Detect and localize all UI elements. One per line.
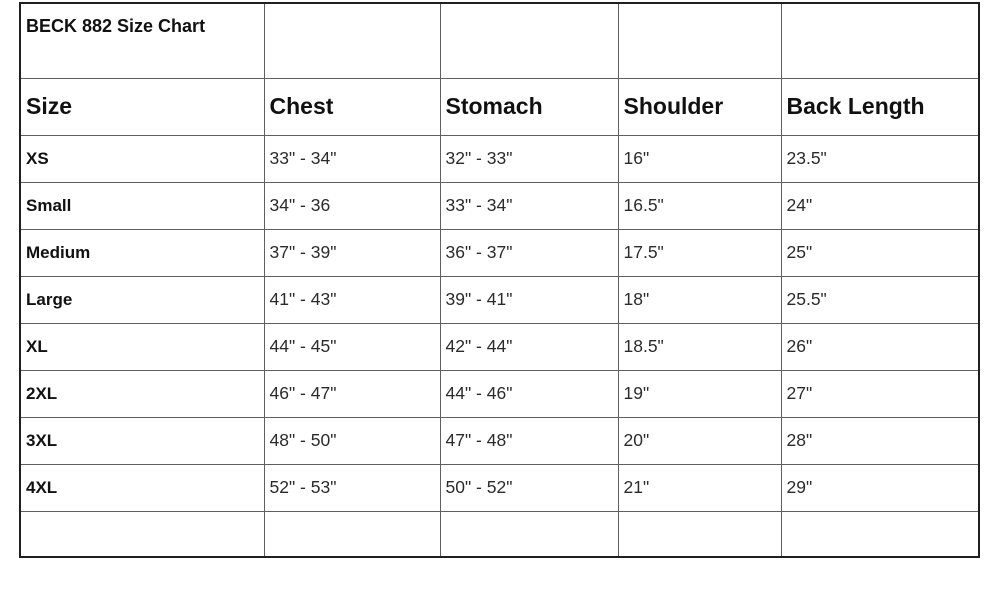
chest-cell: 41" - 43" <box>263 275 441 324</box>
stomach-cell: 32" - 33" <box>439 134 619 183</box>
shoulder-cell: 19" <box>617 369 782 418</box>
stomach-cell: 39" - 41" <box>439 275 619 324</box>
empty-cell <box>19 510 265 558</box>
title-row-empty-cell <box>263 2 441 79</box>
size-cell: XL <box>19 322 265 371</box>
table-row-small: Small 34" - 36 33" - 34" 16.5" 24" <box>19 181 980 230</box>
shoulder-cell: 18.5" <box>617 322 782 371</box>
back-length-cell: 25.5" <box>780 275 980 324</box>
column-header-size: Size <box>19 77 265 136</box>
empty-cell <box>780 510 980 558</box>
table-row-xs: XS 33" - 34" 32" - 33" 16" 23.5" <box>19 134 980 183</box>
back-length-cell: 27" <box>780 369 980 418</box>
size-cell: Large <box>19 275 265 324</box>
table-row-2xl: 2XL 46" - 47" 44" - 46" 19" 27" <box>19 369 980 418</box>
table-row-large: Large 41" - 43" 39" - 41" 18" 25.5" <box>19 275 980 324</box>
shoulder-cell: 16.5" <box>617 181 782 230</box>
empty-cell <box>263 510 441 558</box>
empty-cell <box>617 510 782 558</box>
table-row-xl: XL 44" - 45" 42" - 44" 18.5" 26" <box>19 322 980 371</box>
empty-cell <box>439 510 619 558</box>
stomach-cell: 33" - 34" <box>439 181 619 230</box>
back-length-cell: 23.5" <box>780 134 980 183</box>
chest-cell: 52" - 53" <box>263 463 441 512</box>
title-row-empty-cell <box>439 2 619 79</box>
trailing-empty-row <box>19 510 980 558</box>
shoulder-cell: 21" <box>617 463 782 512</box>
back-length-cell: 29" <box>780 463 980 512</box>
shoulder-cell: 17.5" <box>617 228 782 277</box>
size-cell: Small <box>19 181 265 230</box>
chest-cell: 33" - 34" <box>263 134 441 183</box>
back-length-cell: 25" <box>780 228 980 277</box>
size-cell: 2XL <box>19 369 265 418</box>
stomach-cell: 36" - 37" <box>439 228 619 277</box>
stomach-cell: 50" - 52" <box>439 463 619 512</box>
chest-cell: 34" - 36 <box>263 181 441 230</box>
title-row-empty-cell <box>780 2 980 79</box>
size-cell: 4XL <box>19 463 265 512</box>
title-row: BECK 882 Size Chart <box>19 2 980 79</box>
header-row: Size Chest Stomach Shoulder Back Length <box>19 77 980 136</box>
table-row-3xl: 3XL 48" - 50" 47" - 48" 20" 28" <box>19 416 980 465</box>
shoulder-cell: 16" <box>617 134 782 183</box>
shoulder-cell: 20" <box>617 416 782 465</box>
size-cell: Medium <box>19 228 265 277</box>
title-row-empty-cell <box>617 2 782 79</box>
stomach-cell: 47" - 48" <box>439 416 619 465</box>
size-cell: XS <box>19 134 265 183</box>
stomach-cell: 42" - 44" <box>439 322 619 371</box>
column-header-chest: Chest <box>263 77 441 136</box>
table-row-medium: Medium 37" - 39" 36" - 37" 17.5" 25" <box>19 228 980 277</box>
table-title: BECK 882 Size Chart <box>19 2 265 79</box>
back-length-cell: 24" <box>780 181 980 230</box>
table-row-4xl: 4XL 52" - 53" 50" - 52" 21" 29" <box>19 463 980 512</box>
size-cell: 3XL <box>19 416 265 465</box>
column-header-stomach: Stomach <box>439 77 619 136</box>
size-chart-container: BECK 882 Size Chart Size Chest Stomach S… <box>19 2 980 558</box>
back-length-cell: 28" <box>780 416 980 465</box>
chest-cell: 37" - 39" <box>263 228 441 277</box>
stomach-cell: 44" - 46" <box>439 369 619 418</box>
chest-cell: 46" - 47" <box>263 369 441 418</box>
column-header-back-length: Back Length <box>780 77 980 136</box>
back-length-cell: 26" <box>780 322 980 371</box>
chest-cell: 48" - 50" <box>263 416 441 465</box>
shoulder-cell: 18" <box>617 275 782 324</box>
chest-cell: 44" - 45" <box>263 322 441 371</box>
column-header-shoulder: Shoulder <box>617 77 782 136</box>
size-chart-table: BECK 882 Size Chart Size Chest Stomach S… <box>19 2 980 558</box>
